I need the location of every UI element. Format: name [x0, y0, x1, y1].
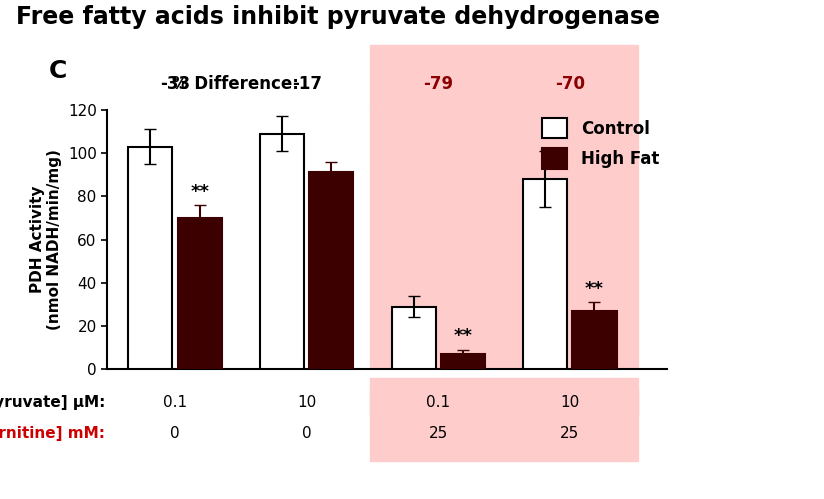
Legend: Control, High Fat: Control, High Fat	[536, 111, 666, 176]
Text: 0.1: 0.1	[426, 395, 450, 410]
Text: 25: 25	[428, 426, 447, 441]
Text: 10: 10	[297, 395, 316, 410]
Text: **: **	[585, 280, 604, 298]
Bar	[370, 378, 638, 415]
Y-axis label: PDH Activity
(nmol NADH/min/mg): PDH Activity (nmol NADH/min/mg)	[30, 149, 63, 330]
Text: % Difference:: % Difference:	[171, 75, 298, 93]
Text: Free fatty acids inhibit pyruvate dehydrogenase: Free fatty acids inhibit pyruvate dehydr…	[16, 5, 661, 29]
Text: 0: 0	[171, 426, 180, 441]
Bar	[370, 110, 638, 369]
Text: -33: -33	[160, 75, 190, 93]
Bar	[391, 306, 436, 369]
Text: 0: 0	[302, 426, 311, 441]
Bar	[441, 354, 485, 369]
Bar	[309, 173, 353, 369]
Text: 0.1: 0.1	[163, 395, 187, 410]
Bar	[523, 179, 567, 369]
Text: [Palmitoylcarnitine] mM:: [Palmitoylcarnitine] mM:	[0, 426, 105, 441]
Bar	[573, 311, 616, 369]
Text: **: **	[453, 327, 472, 345]
Bar	[129, 147, 172, 369]
Text: [Pyruvate] μM:: [Pyruvate] μM:	[0, 395, 105, 410]
Text: 25: 25	[560, 426, 579, 441]
Text: **: **	[190, 183, 209, 201]
Text: -70: -70	[555, 75, 585, 93]
Bar	[260, 134, 304, 369]
Text: -79: -79	[424, 75, 453, 93]
Text: C: C	[49, 59, 67, 83]
Text: 10: 10	[560, 395, 579, 410]
Bar	[178, 218, 222, 369]
Text: -17: -17	[292, 75, 321, 93]
Bar	[370, 45, 638, 110]
Bar	[370, 389, 638, 462]
